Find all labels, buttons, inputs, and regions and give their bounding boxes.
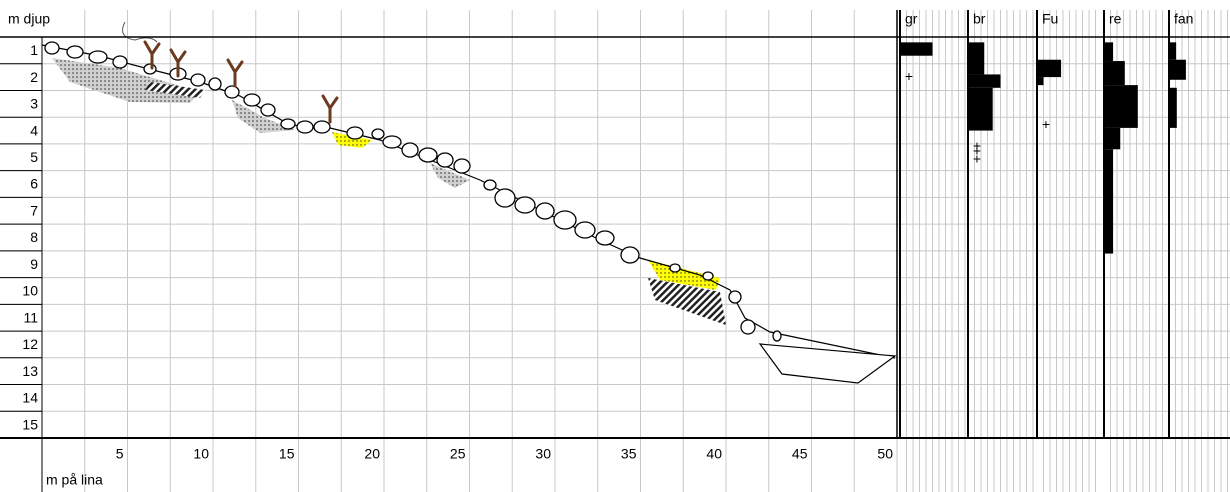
trough [758, 343, 897, 384]
rock [112, 55, 128, 69]
x-tick-label: 5 [116, 446, 124, 462]
abundance-bar [1104, 149, 1114, 254]
rock [740, 319, 756, 335]
rock [620, 246, 640, 264]
grid [0, 10, 1230, 492]
y-tick-label: 5 [30, 149, 38, 165]
rock [453, 158, 471, 174]
plant [226, 58, 244, 88]
abundance-bar [1037, 59, 1062, 78]
x-tick-label: 50 [877, 446, 893, 462]
abundance-bar [1104, 61, 1125, 86]
y-tick-label: 8 [30, 229, 38, 245]
abundance-bar [900, 42, 933, 56]
presence-marker: + [973, 143, 981, 159]
x-tick-label: 25 [450, 446, 466, 462]
rock [574, 221, 596, 239]
rock [346, 126, 364, 140]
rock [702, 271, 714, 281]
abundance-bar [968, 42, 985, 75]
abundance-bar [1104, 85, 1138, 128]
abundance-bar [1104, 127, 1121, 150]
y-tick-label: 3 [30, 96, 38, 112]
abundance-bar [1037, 77, 1044, 86]
y-tick-label: 1 [30, 42, 38, 58]
rock [224, 85, 240, 99]
y-tick-label: 6 [30, 176, 38, 192]
abundance-bar [1169, 59, 1186, 80]
presence-marker: + [973, 151, 981, 167]
abundance-bar [1169, 42, 1177, 60]
rock [371, 128, 385, 140]
rock [728, 290, 742, 304]
plant [169, 48, 187, 78]
y-tick-label: 15 [22, 416, 38, 432]
abundance-bar [1169, 87, 1177, 128]
y-tick-label: 4 [30, 122, 38, 138]
y-tick-label: 12 [22, 336, 38, 352]
x-tick-label: 20 [364, 446, 380, 462]
rock [595, 230, 615, 246]
rock [260, 103, 276, 117]
abundance-bar [968, 74, 1001, 88]
rock [143, 63, 157, 75]
rock [483, 179, 497, 191]
rock [535, 202, 555, 220]
presence-marker: + [973, 137, 981, 153]
x-tick-label: 35 [621, 446, 637, 462]
x-tick-label: 30 [535, 446, 551, 462]
panel-title: fan [1174, 11, 1193, 27]
rock [190, 73, 206, 87]
abundance-bar [968, 87, 993, 131]
x-tick-label: 45 [792, 446, 808, 462]
seabed-profile [41, 21, 897, 384]
abundance-bar [1104, 42, 1114, 62]
rock [243, 93, 261, 107]
rock [436, 152, 454, 168]
x-tick-label: 15 [279, 446, 295, 462]
rock [418, 147, 438, 163]
sediment [648, 278, 726, 325]
y-tick-label: 14 [22, 390, 38, 406]
rock [44, 41, 60, 55]
rock [313, 120, 331, 134]
rock [88, 50, 108, 64]
sediment [145, 82, 205, 98]
x-tick-label: 10 [193, 446, 209, 462]
panel-title: Fu [1042, 11, 1058, 27]
plant [321, 94, 339, 124]
rock [382, 135, 402, 149]
y-tick-label: 9 [30, 256, 38, 272]
y-tick-label: 10 [22, 283, 38, 299]
rock [401, 142, 419, 158]
rock [553, 210, 577, 230]
y-tick-label: 2 [30, 69, 38, 85]
panel-title: re [1109, 11, 1122, 27]
panel-title: gr [905, 11, 918, 27]
rock [514, 196, 536, 214]
rock [494, 188, 516, 208]
y-tick-label: 11 [23, 309, 38, 325]
rock [669, 263, 681, 273]
sediment [332, 132, 372, 148]
presence-marker: + [905, 68, 913, 84]
rock [280, 118, 296, 130]
rock [772, 330, 782, 342]
y-axis-title: m djup [8, 11, 50, 27]
sediment [430, 163, 470, 188]
x-tick-label: 40 [706, 446, 722, 462]
y-tick-label: 13 [22, 363, 38, 379]
sediment [648, 260, 720, 290]
rock [66, 45, 84, 59]
rock [208, 77, 222, 91]
presence-marker: + [1042, 116, 1050, 132]
sediment [232, 100, 295, 133]
plant [122, 21, 158, 43]
x-axis-title: m på lina [46, 472, 103, 488]
panel-title: br [973, 11, 986, 27]
y-tick-label: 7 [30, 202, 38, 218]
rock [296, 120, 314, 134]
plant [143, 40, 161, 70]
